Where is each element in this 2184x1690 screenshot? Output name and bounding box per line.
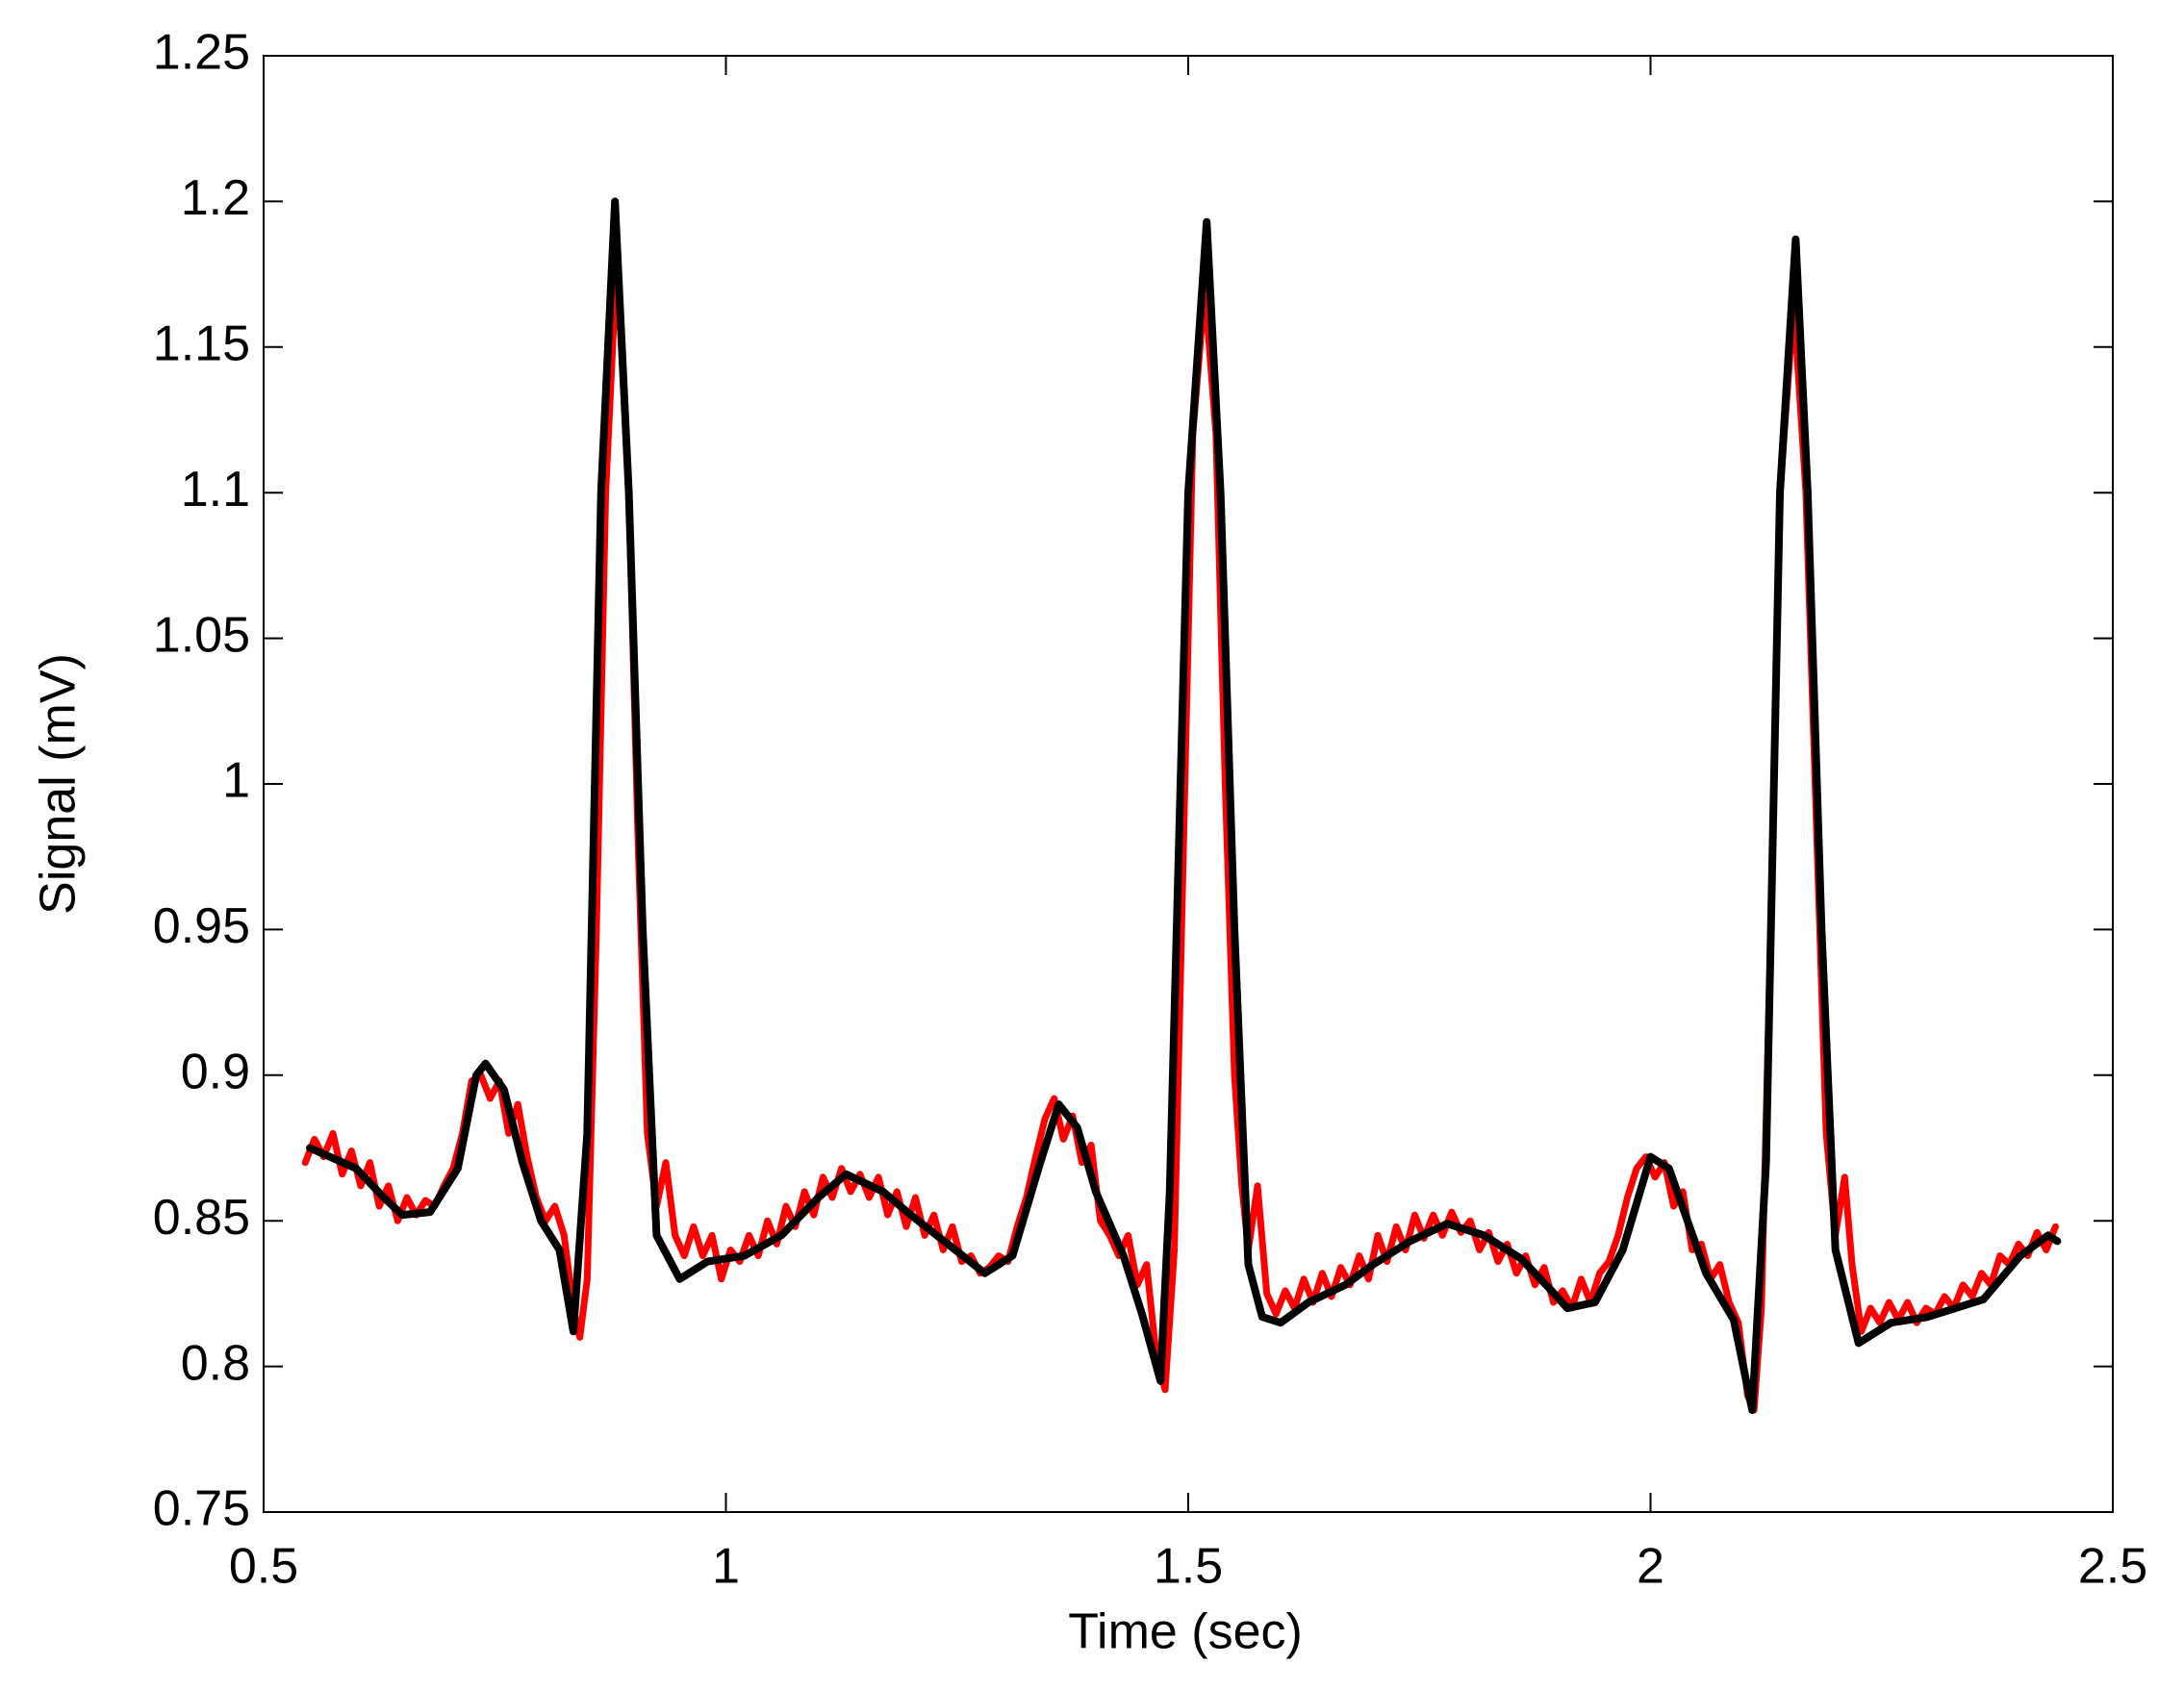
y-tick-label: 0.8	[181, 1335, 250, 1391]
y-tick-label: 0.85	[153, 1190, 250, 1246]
y-tick-label: 0.95	[153, 898, 250, 954]
y-tick-label: 0.75	[153, 1481, 250, 1537]
y-tick-label: 1.25	[153, 25, 250, 81]
x-tick-label: 1	[712, 1539, 740, 1595]
y-tick-label: 1.15	[153, 316, 250, 372]
x-tick-label: 2	[1637, 1539, 1664, 1595]
y-axis-label: Signal (mV)	[31, 653, 87, 915]
y-tick-label: 1.05	[153, 607, 250, 663]
y-tick-label: 1.2	[181, 170, 250, 226]
x-tick-label: 0.5	[229, 1539, 298, 1595]
y-tick-label: 1.1	[181, 462, 250, 517]
plot-frame	[263, 55, 2114, 1513]
y-tick-label: 0.9	[181, 1045, 250, 1100]
data-line	[306, 197, 2062, 1415]
x-tick-label: 2.5	[2078, 1539, 2147, 1595]
y-tick-label: 1	[222, 753, 250, 809]
x-axis-label: Time (sec)	[1068, 1604, 1303, 1660]
x-tick-label: 1.5	[1154, 1539, 1223, 1595]
